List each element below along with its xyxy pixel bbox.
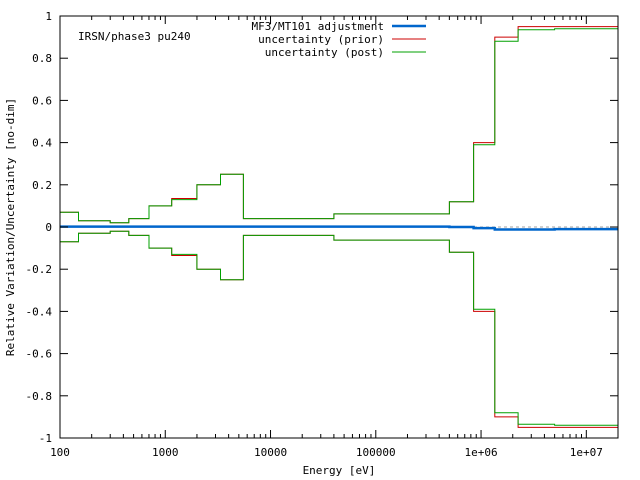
x-tick-label: 1000 bbox=[152, 446, 179, 459]
y-tick-label: -0.6 bbox=[26, 348, 53, 361]
y-tick-label: 0.8 bbox=[32, 52, 52, 65]
y-tick-label: 0.6 bbox=[32, 94, 52, 107]
x-tick-label: 1e+06 bbox=[464, 446, 497, 459]
y-tick-label: -0.8 bbox=[26, 390, 53, 403]
legend-label: MF3/MT101 adjustment bbox=[252, 20, 384, 33]
legend-label: uncertainty (post) bbox=[265, 46, 384, 59]
x-axis-title: Energy [eV] bbox=[303, 464, 376, 477]
x-tick-label: 100000 bbox=[356, 446, 396, 459]
y-tick-label: -0.4 bbox=[26, 305, 53, 318]
chart-annotation: IRSN/phase3 pu240 bbox=[78, 30, 191, 43]
x-tick-label: 10000 bbox=[254, 446, 287, 459]
y-axis-title: Relative Variation/Uncertainty [no-dim] bbox=[4, 98, 17, 356]
y-tick-label: 1 bbox=[45, 10, 52, 23]
x-tick-label: 100 bbox=[50, 446, 70, 459]
y-tick-label: -1 bbox=[39, 432, 52, 445]
y-tick-label: 0 bbox=[45, 221, 52, 234]
series-layer bbox=[60, 26, 618, 428]
series-uncertainty-post-lower bbox=[60, 230, 618, 426]
series-uncertainty-post-upper bbox=[60, 28, 618, 224]
y-tick-label: 0.2 bbox=[32, 179, 52, 192]
x-tick-label: 1e+07 bbox=[570, 446, 603, 459]
series-mf3-mt101-adjustment bbox=[60, 225, 618, 231]
tick-layer: 100 1000 10000 100000 1e+06 1e+07 1 0.8 0.6 0.4 0.… bbox=[26, 10, 618, 459]
series-uncertainty-prior-lower bbox=[60, 230, 618, 428]
legend-label: uncertainty (prior) bbox=[258, 33, 384, 46]
y-tick-label: -0.2 bbox=[26, 263, 53, 276]
y-tick-label: 0.4 bbox=[32, 137, 52, 150]
